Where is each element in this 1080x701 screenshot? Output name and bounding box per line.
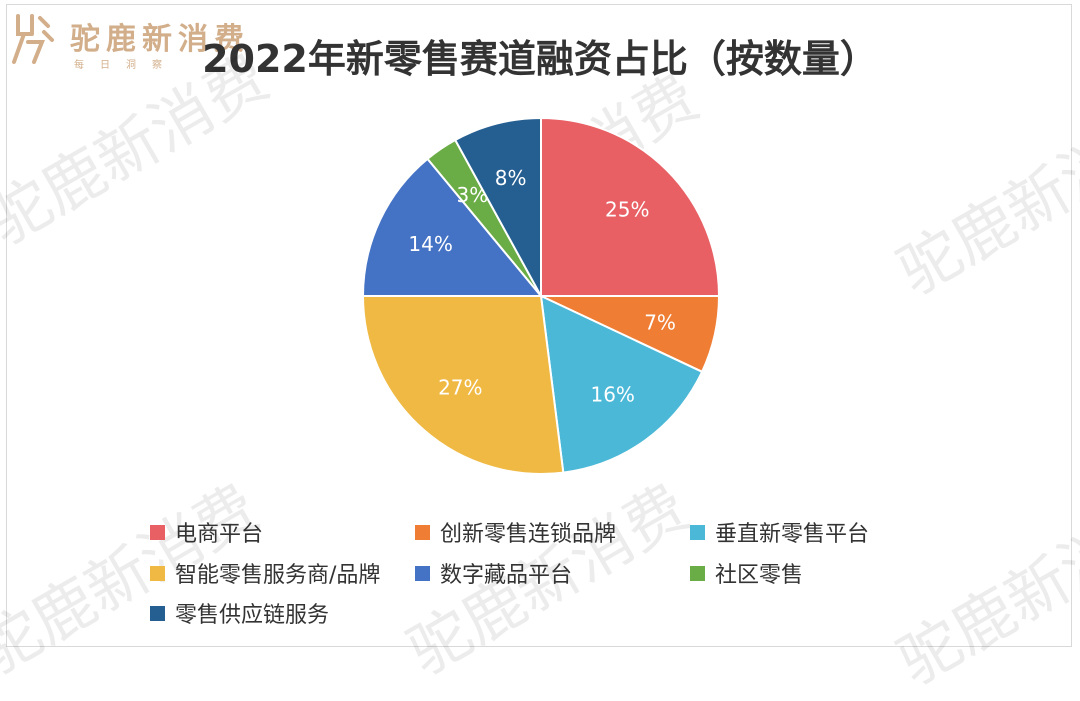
brand-name: 驼鹿新消费 xyxy=(70,22,250,57)
chart-title: 2022年新零售赛道融资占比（按数量） xyxy=(202,37,878,81)
pie-data-label-1: 7% xyxy=(644,311,676,335)
pie-data-label-0: 25% xyxy=(605,198,649,222)
pie-data-label-3: 27% xyxy=(438,376,482,400)
pie-data-label-2: 16% xyxy=(590,383,634,407)
pie-slice-2 xyxy=(539,294,704,474)
brand-tagline: 每日洞察 xyxy=(74,60,178,71)
pie-slice-6 xyxy=(453,116,542,297)
pie-chart: 25%7%16%27%14%3%8% xyxy=(361,116,721,475)
pie-slice-3 xyxy=(361,295,565,475)
brand-logo: 驼鹿新消费 每日洞察 xyxy=(8,10,308,71)
pie-slice-0 xyxy=(540,116,721,297)
pie-data-label-6: 8% xyxy=(495,166,527,190)
chart-frame xyxy=(6,4,1072,647)
pie-data-label-4: 14% xyxy=(408,232,452,256)
pie-slice-4 xyxy=(361,157,544,297)
moose-logo-icon xyxy=(12,14,54,64)
